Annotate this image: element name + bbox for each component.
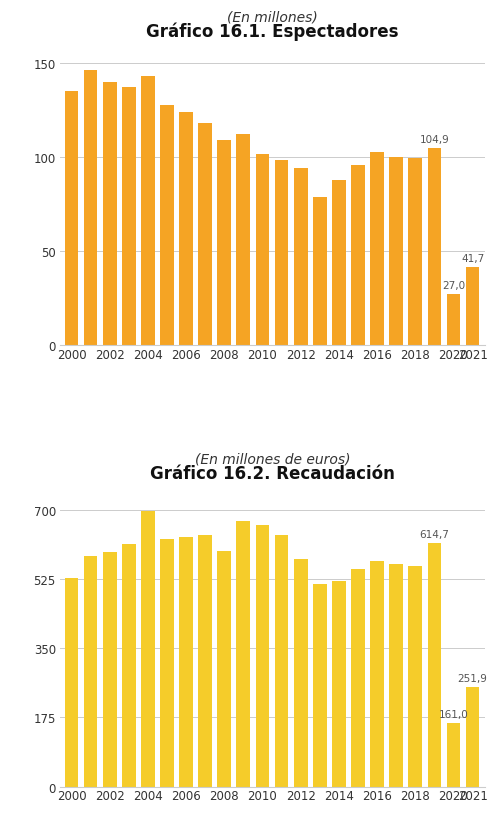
Text: 251,9: 251,9 — [458, 673, 488, 683]
Bar — [198, 536, 212, 787]
Bar — [332, 581, 346, 787]
Bar — [351, 570, 365, 787]
Bar — [122, 544, 136, 787]
Bar — [218, 551, 231, 787]
Bar — [141, 77, 154, 345]
Bar — [446, 723, 460, 787]
Bar — [313, 198, 326, 345]
Bar — [390, 565, 403, 787]
Bar — [84, 70, 98, 345]
Text: 614,7: 614,7 — [420, 530, 450, 540]
Bar — [294, 560, 308, 787]
Bar — [274, 161, 288, 345]
Bar — [64, 92, 78, 345]
Bar — [428, 148, 442, 345]
Title: Gráfico 16.2. Recaudación: Gráfico 16.2. Recaudación — [150, 465, 395, 483]
Bar — [332, 181, 346, 345]
Bar — [218, 141, 231, 345]
Bar — [160, 539, 174, 787]
Bar — [408, 159, 422, 345]
Bar — [236, 521, 250, 787]
Title: Gráfico 16.1. Espectadores: Gráfico 16.1. Espectadores — [146, 23, 399, 41]
Bar — [198, 124, 212, 345]
Text: (En millones de euros): (En millones de euros) — [195, 452, 350, 465]
Text: 104,9: 104,9 — [420, 135, 450, 145]
Bar — [466, 687, 479, 787]
Bar — [160, 106, 174, 345]
Bar — [466, 267, 479, 345]
Bar — [141, 511, 154, 787]
Text: 41,7: 41,7 — [461, 253, 484, 263]
Bar — [313, 585, 326, 787]
Bar — [64, 579, 78, 787]
Bar — [256, 155, 270, 345]
Bar — [179, 537, 193, 787]
Bar — [256, 526, 270, 787]
Bar — [428, 544, 442, 787]
Text: (En millones): (En millones) — [227, 11, 318, 25]
Bar — [179, 113, 193, 345]
Bar — [294, 169, 308, 345]
Bar — [446, 295, 460, 345]
Bar — [408, 566, 422, 787]
Bar — [84, 556, 98, 787]
Bar — [351, 166, 365, 345]
Bar — [103, 552, 117, 787]
Text: 27,0: 27,0 — [442, 282, 465, 291]
Bar — [370, 561, 384, 787]
Bar — [236, 135, 250, 345]
Bar — [103, 83, 117, 345]
Bar — [274, 536, 288, 787]
Bar — [390, 158, 403, 345]
Bar — [122, 88, 136, 345]
Text: 161,0: 161,0 — [438, 709, 468, 719]
Bar — [370, 153, 384, 345]
